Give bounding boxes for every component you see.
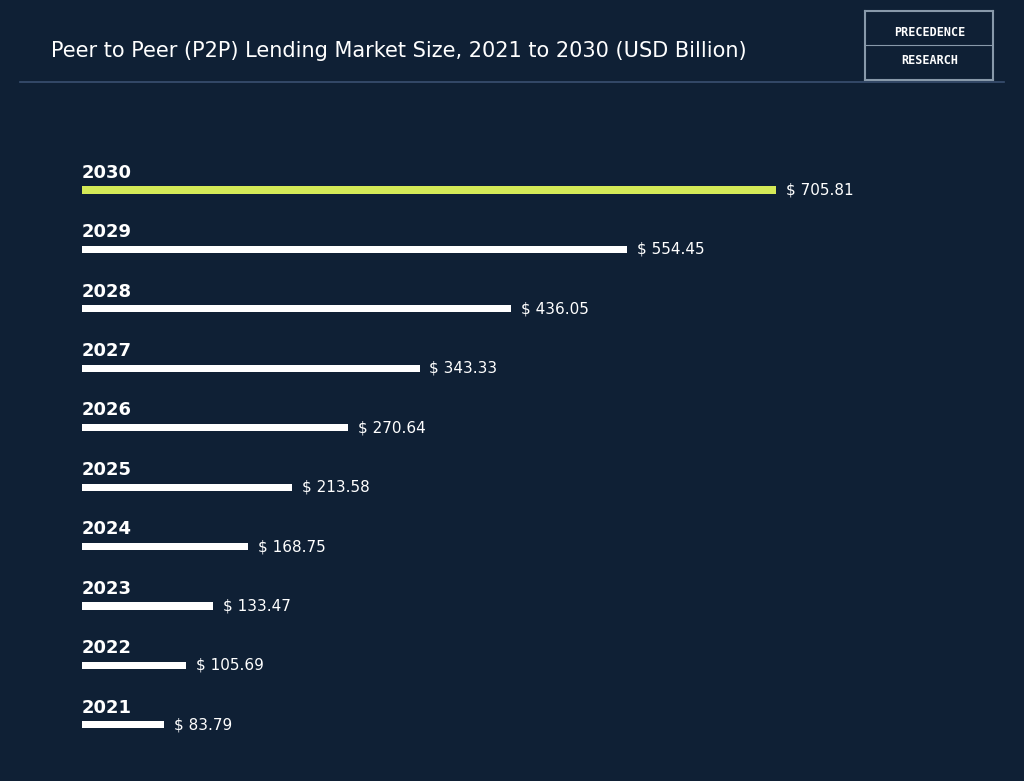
- Text: $ 105.69: $ 105.69: [196, 658, 263, 673]
- Bar: [82, 662, 186, 669]
- Text: $ 554.45: $ 554.45: [637, 242, 705, 257]
- Bar: [82, 246, 628, 253]
- Bar: [82, 365, 420, 372]
- Text: 2030: 2030: [82, 164, 132, 182]
- Text: 2023: 2023: [82, 580, 132, 597]
- Bar: [82, 722, 164, 729]
- Text: $ 83.79: $ 83.79: [174, 718, 232, 733]
- Bar: [82, 424, 348, 431]
- Text: $ 168.75: $ 168.75: [258, 539, 326, 554]
- Text: $ 436.05: $ 436.05: [520, 301, 589, 316]
- Text: RESEARCH: RESEARCH: [901, 54, 957, 67]
- Text: 2021: 2021: [82, 698, 132, 716]
- Text: $ 343.33: $ 343.33: [429, 361, 498, 376]
- Bar: [82, 187, 776, 194]
- Text: 2026: 2026: [82, 401, 132, 419]
- Text: $ 133.47: $ 133.47: [223, 598, 291, 614]
- Text: 2022: 2022: [82, 639, 132, 657]
- Text: Peer to Peer (P2P) Lending Market Size, 2021 to 2030 (USD Billion): Peer to Peer (P2P) Lending Market Size, …: [51, 41, 746, 61]
- Text: 2029: 2029: [82, 223, 132, 241]
- Text: PRECEDENCE: PRECEDENCE: [894, 27, 965, 39]
- Bar: [82, 602, 213, 610]
- Text: $ 270.64: $ 270.64: [358, 420, 426, 435]
- Text: $ 705.81: $ 705.81: [786, 183, 854, 198]
- Text: 2024: 2024: [82, 520, 132, 538]
- Text: $ 213.58: $ 213.58: [302, 480, 370, 494]
- Bar: [82, 483, 292, 490]
- Bar: [82, 543, 248, 550]
- Text: 2027: 2027: [82, 342, 132, 360]
- Bar: [82, 305, 511, 312]
- Text: 2028: 2028: [82, 283, 132, 301]
- Text: 2025: 2025: [82, 461, 132, 479]
